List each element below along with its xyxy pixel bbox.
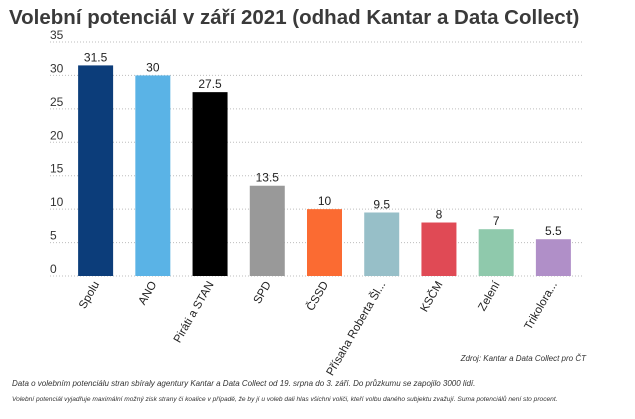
- footnote-potential-definition: Volební potenciál vyjadřuje maximální mo…: [12, 396, 558, 403]
- y-tick-label: 30: [50, 61, 64, 75]
- bar-8: [535, 239, 571, 276]
- bar-6: [421, 222, 457, 276]
- chart-title: Volební potenciál v září 2021 (odhad Kan…: [9, 6, 580, 29]
- bar-3: [249, 185, 285, 276]
- bar-0: [78, 65, 114, 277]
- y-tick-label: 5: [50, 229, 57, 243]
- x-tick-label: Piráti a STAN: [172, 280, 217, 346]
- value-labels: 31.5 30 27.5 13.5 10 9.5 8 7 5.5: [84, 50, 562, 238]
- footnote-data-collection: Data o volebním potenciálu stran sbíraly…: [12, 379, 476, 388]
- y-tick-label: 0: [50, 262, 57, 276]
- value-label: 31.5: [84, 50, 108, 64]
- value-label: 9.5: [373, 197, 390, 211]
- bar-2: [192, 92, 228, 277]
- bars: [78, 65, 571, 277]
- y-axis: 0 5 10 15 20 25 30 35: [50, 28, 64, 276]
- x-tick-label: Zelení: [476, 279, 503, 313]
- x-tick-label: ČSSD: [304, 279, 331, 313]
- x-tick-label: KSČM: [418, 279, 446, 314]
- bar-7: [478, 229, 514, 276]
- x-tick-label: SPD: [252, 280, 274, 306]
- value-label: 27.5: [198, 77, 222, 91]
- bar-1: [135, 75, 171, 276]
- bar-5: [364, 212, 400, 276]
- y-tick-label: 25: [50, 95, 64, 109]
- x-tick-label: Přísaha Roberta Šl...: [324, 279, 389, 378]
- bar-4: [307, 209, 342, 276]
- value-label: 30: [146, 60, 160, 74]
- source-note: Zdroj: Kantar a Data Collect pro ČT: [460, 354, 586, 363]
- value-label: 13.5: [256, 171, 280, 185]
- y-tick-label: 35: [50, 28, 64, 42]
- x-tick-label: ANO: [137, 279, 160, 307]
- value-label: 8: [436, 208, 443, 222]
- y-tick-label: 20: [50, 128, 64, 142]
- x-tick-label: Spolu: [77, 280, 102, 311]
- value-label: 10: [318, 194, 332, 208]
- y-tick-label: 15: [50, 162, 64, 176]
- value-label: 5.5: [545, 224, 562, 238]
- value-label: 7: [493, 214, 500, 228]
- y-tick-label: 10: [50, 195, 64, 209]
- x-tick-label: Trikolora...: [523, 280, 560, 333]
